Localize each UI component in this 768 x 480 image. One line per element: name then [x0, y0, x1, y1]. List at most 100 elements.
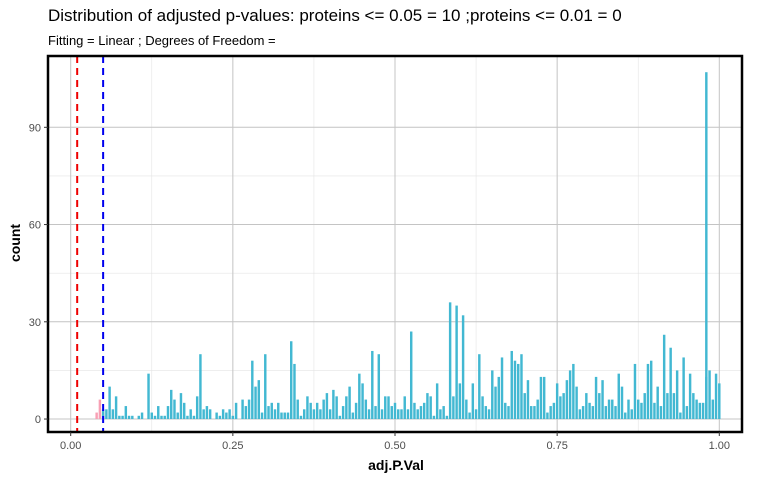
reference-lines — [76, 56, 105, 432]
histogram-bar — [192, 415, 196, 420]
histogram-bar — [435, 383, 439, 420]
histogram-bar — [426, 393, 429, 420]
histogram-bar — [507, 406, 510, 420]
histogram-bar — [630, 409, 633, 420]
histogram-bar — [633, 363, 637, 420]
histogram-bar — [526, 380, 530, 420]
histogram-bar — [500, 357, 504, 420]
histogram-bar — [280, 412, 283, 420]
histogram-bar — [458, 383, 462, 420]
histogram-bar — [555, 383, 559, 420]
histogram-bar — [646, 363, 650, 420]
histogram-bar — [666, 393, 669, 420]
histogram-bar — [581, 406, 585, 420]
y-tick-label: 30 — [29, 317, 41, 329]
histogram-bar — [147, 373, 150, 420]
histogram-bar — [244, 406, 248, 420]
histogram-bar — [400, 409, 403, 420]
histogram-bar — [228, 409, 231, 420]
histogram-bar — [124, 406, 128, 420]
histogram-bar — [468, 412, 471, 420]
histogram-bar — [601, 380, 604, 420]
y-axis-label: count — [7, 224, 23, 262]
histogram-bar — [290, 341, 293, 420]
histogram-bar — [299, 415, 303, 420]
histogram-bar — [409, 331, 413, 420]
histogram-bar — [598, 393, 601, 420]
histogram-bar — [390, 406, 393, 420]
histogram-bars — [95, 72, 721, 420]
histogram-bar — [173, 399, 176, 420]
histogram-bar — [552, 402, 556, 420]
histogram-bar — [205, 406, 209, 420]
histogram-bar — [273, 409, 277, 420]
histogram-bar — [474, 409, 478, 420]
histogram-bar — [140, 412, 144, 420]
y-tick-label: 0 — [35, 414, 41, 426]
grid-lines — [48, 56, 742, 432]
histogram-bar — [111, 409, 115, 420]
y-tick-label: 90 — [29, 122, 41, 134]
histogram-bar — [160, 415, 163, 420]
histogram-bar — [536, 399, 539, 420]
histogram-bar — [484, 406, 488, 420]
histogram-bar — [529, 406, 533, 420]
histogram-bar — [588, 402, 591, 420]
histogram-bar — [649, 360, 653, 420]
histogram-bar — [604, 406, 608, 420]
histogram-bar — [315, 402, 319, 420]
histogram-bar — [445, 415, 449, 420]
histogram-bar — [688, 373, 692, 420]
histogram-bar — [98, 399, 102, 420]
histogram-bar — [176, 412, 179, 420]
x-axis-label: adj.P.Val — [368, 457, 424, 473]
histogram-bar — [711, 399, 715, 420]
histogram-bar — [225, 412, 228, 420]
histogram-bar — [131, 415, 134, 420]
histogram-bar — [461, 315, 465, 420]
histogram-bar — [491, 370, 494, 420]
histogram-bar — [452, 396, 455, 420]
histogram-bar — [296, 399, 299, 420]
histogram-bar — [705, 72, 708, 420]
histogram-bar — [241, 399, 244, 420]
histogram-bar — [487, 409, 491, 420]
histogram-bar — [182, 402, 186, 420]
chart-title: Distribution of adjusted p-values: prote… — [48, 6, 622, 25]
histogram-bar — [403, 396, 406, 420]
histogram-bar — [662, 334, 666, 420]
histogram-bar — [364, 399, 368, 420]
histogram-bar — [714, 373, 718, 420]
histogram-bar — [591, 406, 595, 420]
histogram-bar — [422, 402, 426, 420]
histogram-bar — [504, 402, 507, 420]
histogram-bar — [257, 380, 261, 420]
histogram-bar — [637, 399, 640, 420]
histogram-bar — [471, 383, 475, 420]
histogram-bar — [137, 415, 141, 420]
histogram-bar — [254, 386, 257, 420]
histogram-bar — [406, 409, 410, 420]
histogram-bar — [231, 415, 235, 420]
y-axis-ticks: 0 30 60 90 — [29, 122, 48, 426]
histogram-bar — [186, 415, 189, 420]
histogram-bar — [455, 305, 458, 420]
histogram-bar — [387, 396, 390, 420]
histogram-bar — [679, 412, 682, 420]
histogram-bar — [189, 409, 192, 420]
x-tick-label: 0.25 — [222, 440, 243, 452]
histogram-bar — [157, 406, 160, 420]
histogram-bar — [594, 376, 598, 420]
histogram-bar — [302, 409, 306, 420]
histogram-bar — [325, 393, 329, 420]
histogram-bar — [121, 415, 124, 420]
histogram-bar — [701, 402, 705, 420]
histogram-bar — [549, 406, 552, 420]
histogram-bar — [215, 412, 218, 420]
histogram-bar — [199, 354, 202, 420]
histogram-bar — [309, 402, 312, 420]
histogram-bar — [539, 376, 543, 420]
histogram-bar — [682, 357, 685, 420]
histogram-bar — [568, 370, 572, 420]
histogram-bar — [127, 415, 131, 420]
